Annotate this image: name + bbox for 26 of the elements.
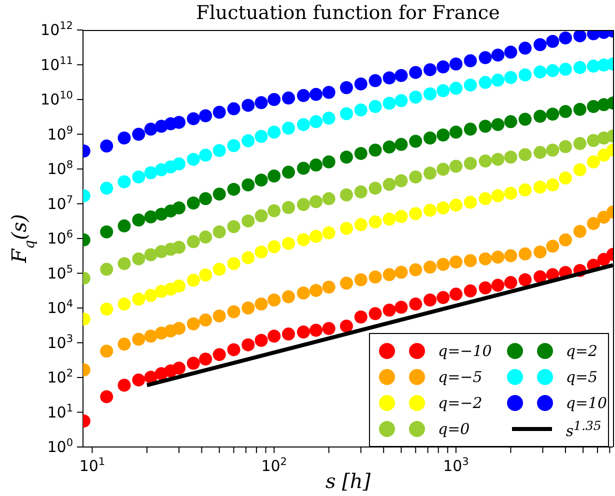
y-tick-label: 10$^{6}$	[47, 228, 74, 248]
y-tick-label: 10$^{1}$	[47, 402, 73, 422]
y-tick-label: 10$^{4}$	[47, 298, 74, 317]
y-tick-label: 10$^{12}$	[40, 20, 73, 39]
y-tick-label: 10$^{10}$	[40, 90, 73, 108]
x-tick-label: 10$^{3}$	[443, 456, 469, 475]
y-tick-label: 10$^{7}$	[47, 194, 73, 213]
legend-label: q=−2	[438, 394, 482, 412]
y-tick-label: 10$^{2}$	[47, 368, 73, 386]
y-tick-label: 10$^{9}$	[47, 124, 73, 144]
y-tick-label: 10$^{8}$	[47, 159, 73, 178]
chart-title: Fluctuation function for France	[195, 2, 501, 24]
legend-label: q=0	[438, 420, 470, 438]
x-tick-label: 10$^{2}$	[261, 456, 287, 475]
x-tick-label: 10$^{1}$	[79, 456, 106, 475]
x-axis-title: s [h]	[325, 469, 371, 493]
legend-label: q=−5	[438, 368, 482, 386]
legend-label: s$^{1.35}$	[566, 418, 602, 440]
y-tick-label: 10$^{5}$	[47, 263, 73, 282]
legend-label: q=10	[566, 394, 608, 412]
y-tick-label: 10$^{3}$	[47, 332, 73, 352]
legend-label: q=5	[566, 368, 598, 386]
legend-label: q=−10	[438, 342, 492, 360]
y-tick-label: 10$^{0}$	[47, 437, 73, 456]
y-tick-label: 10$^{11}$	[40, 54, 73, 74]
legend-label: q=2	[566, 342, 598, 360]
